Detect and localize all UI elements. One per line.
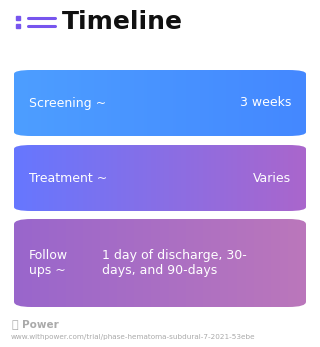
Text: 3 weeks: 3 weeks	[240, 96, 292, 110]
Text: Power: Power	[22, 320, 59, 330]
Text: Treatment ~: Treatment ~	[28, 171, 107, 185]
Text: Follow
ups ~: Follow ups ~	[28, 249, 68, 277]
Text: Varies: Varies	[253, 171, 292, 185]
Text: 1 day of discharge, 30-
days, and 90-days: 1 day of discharge, 30- days, and 90-day…	[102, 249, 246, 277]
Text: www.withpower.com/trial/phase-hematoma-subdural-7-2021-53ebe: www.withpower.com/trial/phase-hematoma-s…	[11, 334, 256, 340]
Text: Ⓟ: Ⓟ	[11, 320, 18, 330]
Text: Screening ~: Screening ~	[28, 96, 106, 110]
Text: Timeline: Timeline	[62, 10, 183, 34]
